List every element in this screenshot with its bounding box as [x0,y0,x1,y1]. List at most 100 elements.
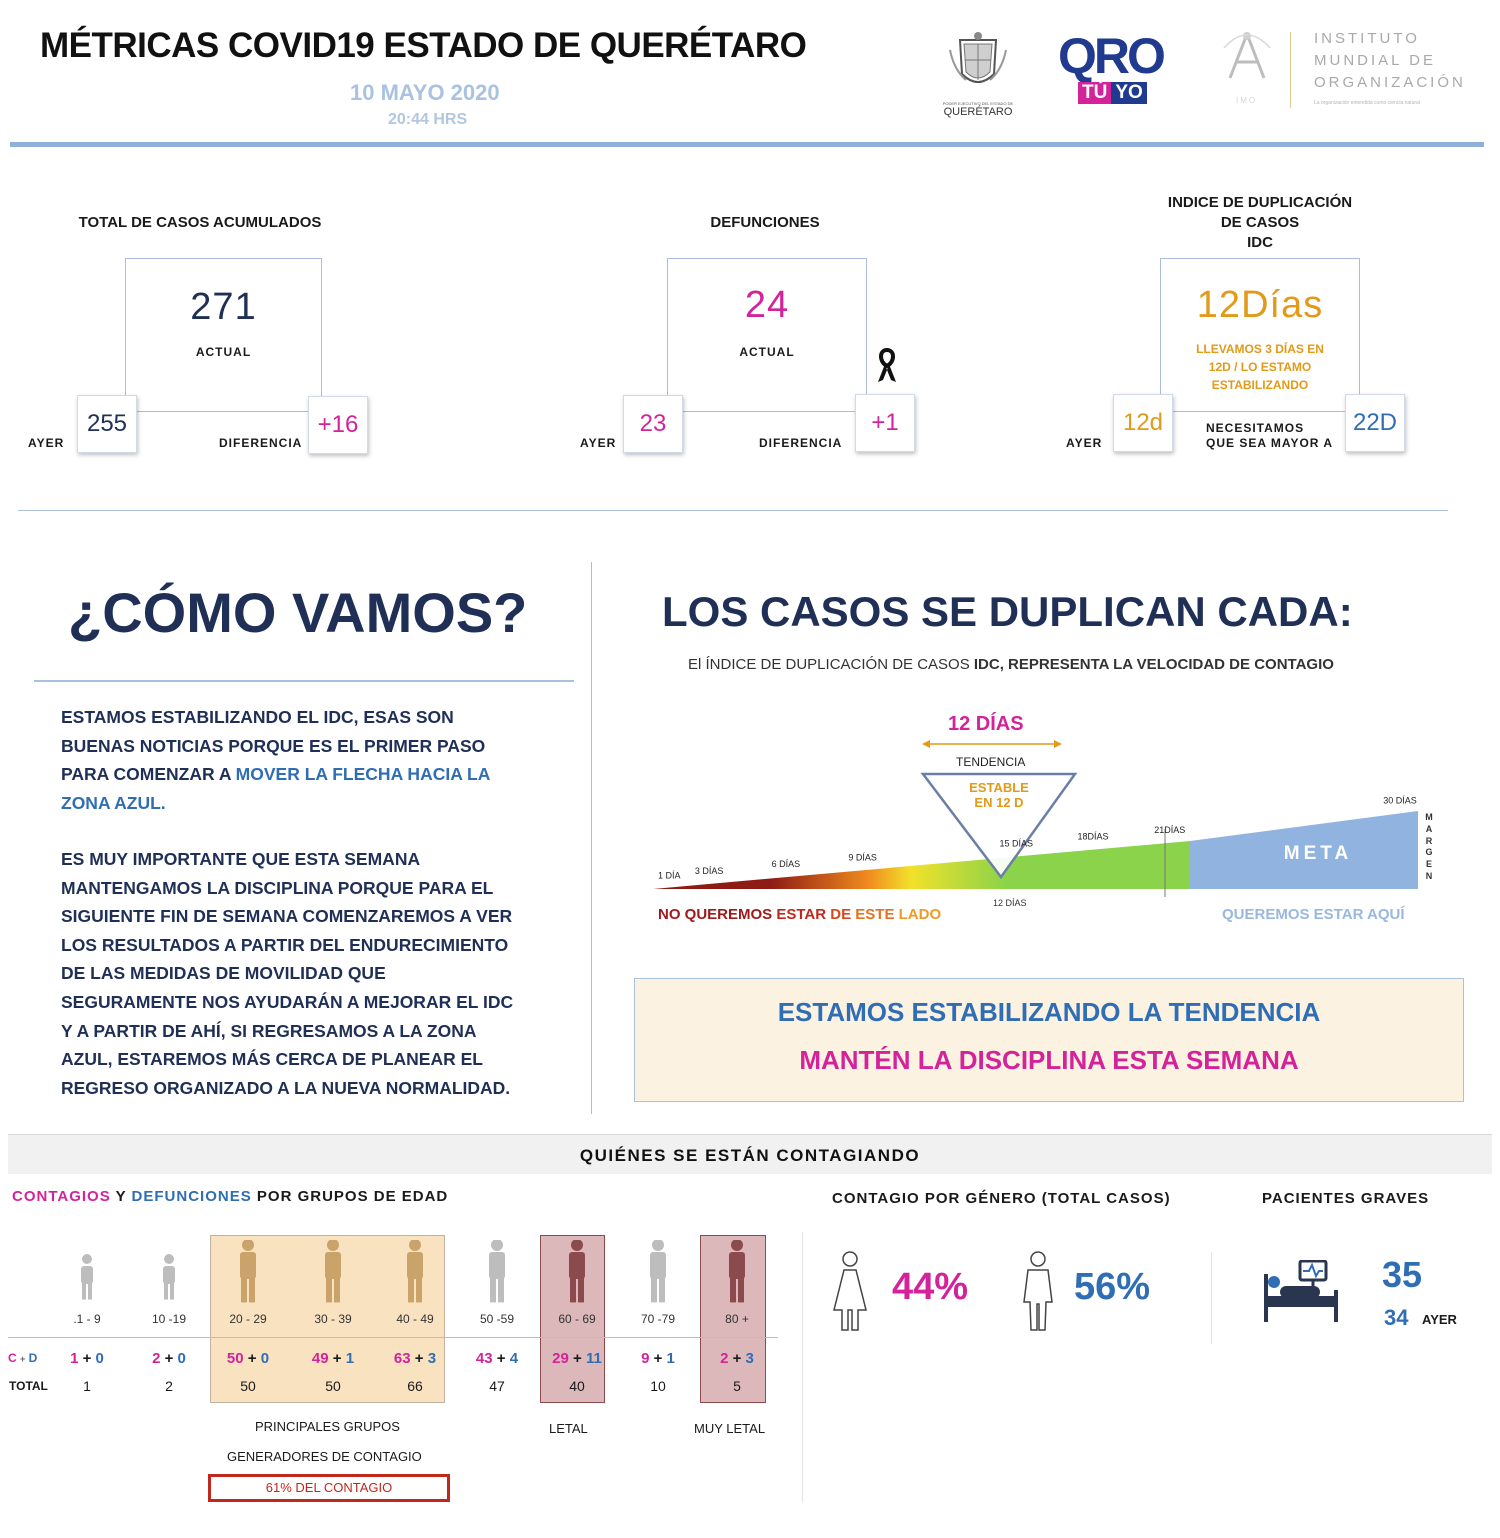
main-groups-pct: 61% DEL CONTAGIO [208,1474,450,1502]
band-title: QUIÉNES SE ESTÁN CONTAGIANDO [579,1146,921,1165]
duplica-subtitle-a: El ÍNDICE DE DUPLICACIÓN DE CASOS [688,656,974,673]
gauge-tick-3: 3 DÍAS [695,866,724,876]
margen-label: MARGEN [1423,812,1435,883]
age-total: 5 [733,1378,741,1394]
age-defunciones: 0 [260,1350,270,1367]
person-figure-icon [163,1254,175,1300]
age-defunciones: 0 [177,1350,186,1367]
age-label: 20 - 29 [229,1312,267,1326]
age-contagios: 63 [393,1350,411,1367]
male-icon [1023,1251,1053,1331]
imo-line-2: MUNDIAL DE [1314,52,1436,69]
age-cd-value: 29 + 11 [552,1350,602,1367]
deaths-value: 24 [744,284,790,326]
como-p1-highlight-a: MOVER LA FLECHA HACIA LA [235,764,491,785]
age-defunciones: 11 [585,1350,602,1367]
age-contagios: 50 [226,1350,244,1367]
bottom-tick-12: 12 DÍAS [993,898,1027,908]
deaths-yesterday-box: 23 [623,395,683,453]
report-date: 10 MAYO 2020 [350,80,500,105]
person-figure-icon [650,1240,666,1303]
gauge-tick-6: 6 DÍAS [772,859,801,869]
como-p2-line-7: Y A PARTIR DE AHÍ, SI REGRESAMOS A LA ZO… [61,1020,477,1041]
gender-title: CONTAGIO POR GÉNERO (TOTAL CASOS) [832,1190,1171,1207]
age-label: 10 -19 [151,1312,187,1326]
cases-card [125,258,322,412]
idc-target-box: 22D [1345,394,1405,452]
letal-label: LETAL [549,1421,588,1436]
hospital-bed-icon [1264,1260,1338,1322]
qro-logo-tu: TÚ [1078,82,1112,104]
idc-yesterday-label: AYER [1066,436,1103,450]
age-label: 70 -79 [640,1312,676,1326]
age-contagios: 9 [641,1350,650,1367]
person-figure-icon [489,1240,505,1303]
como-paragraph-2: ES MUY IMPORTANTE QUE ESTA SEMANA MANTEN… [61,845,581,1102]
age-contagios: 2 [720,1350,729,1367]
person-figure-icon [81,1254,93,1300]
callout-box: ESTAMOS ESTABILIZANDO LA TENDENCIA MANTÉ… [634,978,1464,1102]
age-group-6: 60 - 69 29 + 11 40 [540,1240,614,1400]
como-p2-line-6: SEGURAMENTE NOS AYUDARÁN A MEJORAR EL ID… [61,991,514,1012]
qro-logo-yo: YO [1111,82,1147,104]
como-p1-line-1: ESTAMOS ESTABILIZANDO EL IDC, ESAS SON [61,707,454,727]
person-figure-icon [569,1240,585,1303]
idc-yesterday-box: 12d [1113,394,1173,452]
como-divider [34,680,574,682]
age-contagios: 29 [552,1350,569,1367]
imo-logo: IMO INSTITUTO MUNDIAL DE ORGANIZACIÓN La… [1218,28,1478,112]
gauge-tick-15: 15 DÍAS [999,839,1033,849]
age-cd-value: 1 + 0 [70,1350,104,1367]
idc-gauge: META ESTABLE EN 12 D 1 DÍA 3 DÍAS 6 DÍAS 9 … [653,772,1418,897]
row-c: C [8,1351,17,1365]
left-note-w5: LADO [898,906,942,923]
main-groups-note-2: GENERADORES DE CONTAGIO [227,1449,422,1464]
female-pct: 44% [892,1266,969,1308]
muy-letal-label: MUY LETAL [694,1421,766,1436]
left-note-w4: ESTE [855,906,895,923]
duplica-subtitle-b: IDC, REPRESENTA LA VELOCIDAD DE CONTAGIO [973,656,1334,673]
age-cd-value: 9 + 1 [641,1350,675,1367]
graves-yesterday-label: AYER [1422,1312,1457,1327]
age-contagios: 1 [70,1350,79,1367]
age-group-5: 50 -59 43 + 4 47 [460,1240,534,1400]
idc-title-line-1: INDICE DE DUPLICACIÓN [1167,194,1353,211]
age-defunciones: 1 [345,1350,355,1367]
como-p2-line-8: AZUL, ESTAREMOS MÁS CERCA DE PLANEAR EL [61,1049,483,1070]
qro-logo-text: QRO [1058,28,1166,84]
section-divider [18,510,1448,511]
age-total: 1 [83,1378,91,1394]
age-defunciones: 0 [95,1350,104,1367]
age-group-4: 40 - 49 63 + 3 66 [378,1240,452,1400]
age-cd-value: 2 + 3 [720,1350,754,1367]
stable-line-1: ESTABLE [969,780,1029,795]
gauge-tick-1: 1 DÍA [658,871,681,881]
como-p1-highlight-b: ZONA AZUL. [61,792,166,813]
meta-label: META [1284,843,1352,864]
age-defunciones: 4 [509,1350,519,1367]
como-p2-line-4: LOS RESULTADOS A PARTIR DEL ENDURECIMIEN… [61,934,509,955]
age-total: 47 [489,1378,505,1394]
logo-caption-small: PODER EJECUTIVO DEL ESTADO DE [942,101,1014,106]
left-note-w3: DE [830,906,852,923]
idc-need-line-1: NECESITAMOS [1206,421,1305,435]
age-group-7: 70 -79 9 + 1 10 [621,1240,695,1400]
bottom-band [8,1134,1492,1174]
age-label: 40 - 49 [396,1312,434,1326]
graves-title: PACIENTES GRAVES [1262,1190,1430,1207]
cases-title: TOTAL DE CASOS ACUMULADOS [78,214,322,231]
age-total: 40 [569,1378,585,1394]
como-p2-line-1: ES MUY IMPORTANTE QUE ESTA SEMANA [61,849,421,869]
age-contagios: 43 [475,1350,493,1367]
tendencia-label: TENDENCIA [956,755,1026,769]
left-note-w1: NO QUEREMOS [658,906,773,923]
queretaro-logo: PODER EJECUTIVO DEL ESTADO DE QUERÉTARO [940,30,1016,120]
qro-tu-yo-logo: QRO TÚ YO [1058,30,1174,110]
idc-note: LLEVAMOS 3 DÍAS EN 12D / LO ESTAMO ESTAB… [1160,340,1360,394]
idc-note-line-3: ESTABILIZANDO [1211,378,1309,392]
left-side-note: NO QUEREMOS ESTAR DE ESTE LADO [658,906,941,923]
idc-title: INDICE DE DUPLICACIÓN DE CASOS IDC [1120,193,1400,253]
mourning-ribbon-icon [878,348,896,382]
person-figure-icon [325,1240,341,1303]
como-p2-line-9: REGRESO ORGANIZADO A LA NUEVA NORMALIDAD… [61,1077,511,1098]
